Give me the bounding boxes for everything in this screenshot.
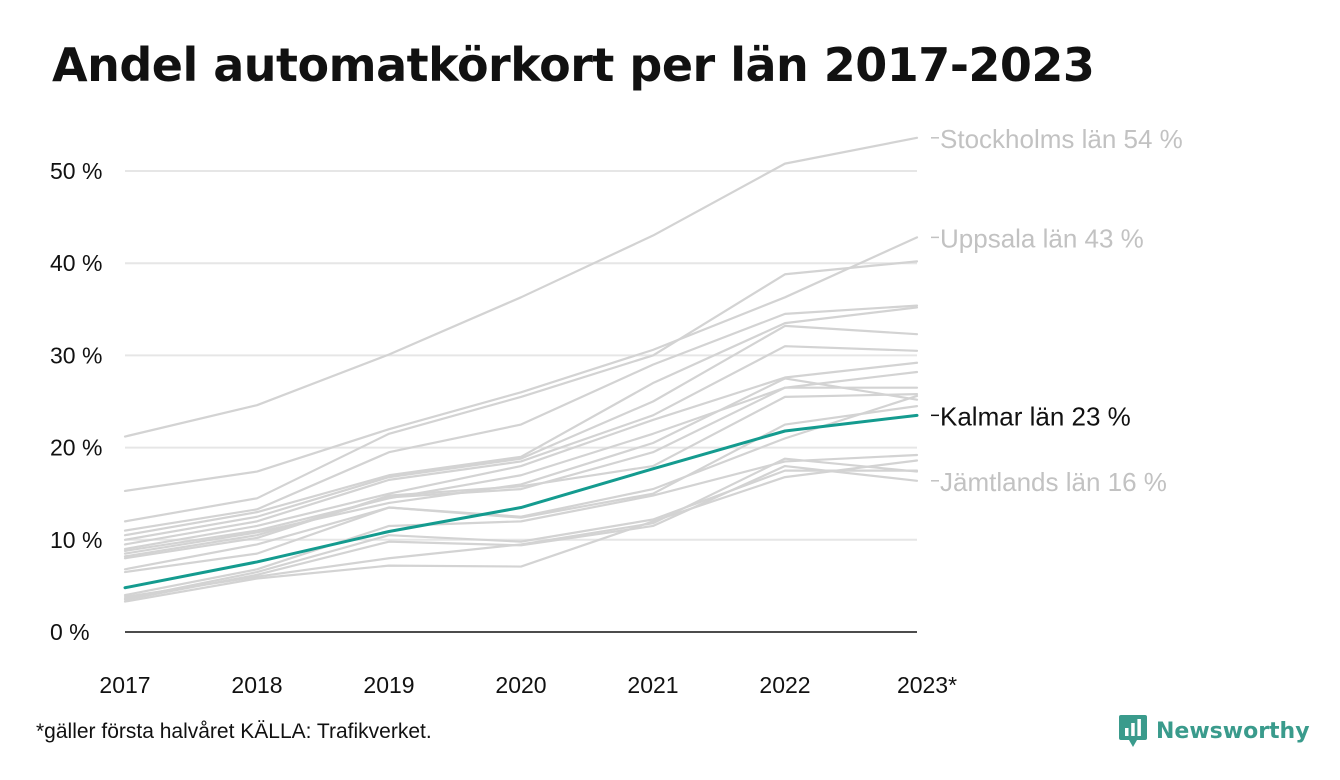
- series-end-label: Stockholms län 54 %: [940, 124, 1183, 154]
- series-line: [123, 459, 919, 603]
- series-line: [123, 413, 919, 590]
- y-tick-label: 50 %: [50, 158, 102, 184]
- series-line: [123, 304, 919, 532]
- x-tick-label: 2021: [627, 672, 678, 698]
- x-tick-label: 2023*: [897, 672, 957, 698]
- brand-logo: Newsworthy: [1118, 714, 1310, 748]
- x-tick-label: 2017: [99, 672, 150, 698]
- y-tick-label: 0 %: [50, 619, 90, 645]
- y-tick-label: 10 %: [50, 527, 102, 553]
- brand-name: Newsworthy: [1156, 718, 1310, 744]
- series-line: [123, 377, 919, 555]
- series-line: [123, 393, 919, 560]
- x-tick-label: 2020: [495, 672, 546, 698]
- series-line: [123, 324, 919, 541]
- x-tick-label: 2022: [759, 672, 810, 698]
- y-tick-label: 40 %: [50, 250, 102, 276]
- series-line: [123, 345, 919, 546]
- chart-bubble-icon: [1119, 715, 1147, 747]
- series-end-label: Jämtlands län 16 %: [940, 467, 1167, 497]
- series-line: [123, 260, 919, 523]
- series-end-label: Kalmar län 23 %: [940, 401, 1131, 431]
- chart-title: Andel automatkörkort per län 2017-2023: [52, 38, 1095, 92]
- x-tick-label: 2018: [231, 672, 282, 698]
- series-line: [123, 136, 919, 438]
- series-line: [123, 394, 919, 574]
- y-tick-label: 20 %: [50, 435, 102, 461]
- series-end-label: Uppsala län 43 %: [940, 223, 1144, 253]
- source-footnote: *gäller första halvåret KÄLLA: Trafikver…: [36, 720, 432, 743]
- series-line: [123, 453, 919, 597]
- y-tick-label: 30 %: [50, 342, 102, 368]
- series-line: [123, 236, 919, 493]
- series-line: [123, 464, 919, 601]
- x-tick-label: 2019: [363, 672, 414, 698]
- series-line: [123, 469, 919, 600]
- series-line: [123, 306, 919, 537]
- series-line: [123, 386, 919, 558]
